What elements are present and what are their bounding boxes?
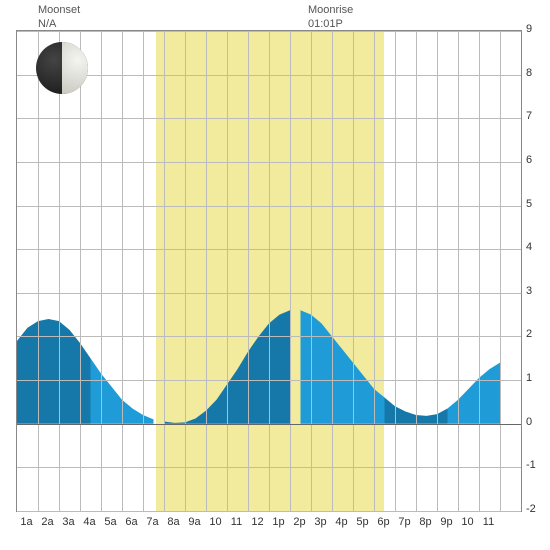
grid-h bbox=[17, 118, 521, 119]
grid-v bbox=[143, 31, 144, 511]
x-axis-label: 3a bbox=[62, 516, 74, 528]
moonset-label: Moonset bbox=[38, 3, 80, 17]
grid-h bbox=[17, 249, 521, 250]
grid-v bbox=[311, 31, 312, 511]
y-axis-label: 4 bbox=[526, 241, 532, 253]
y-axis-label: 2 bbox=[526, 328, 532, 340]
x-axis-label: 5p bbox=[356, 516, 368, 528]
moonrise-label: Moonrise bbox=[308, 3, 353, 17]
x-axis-label: 10 bbox=[209, 516, 221, 528]
x-axis-label: 12 bbox=[251, 516, 263, 528]
grid-v bbox=[332, 31, 333, 511]
grid-v bbox=[101, 31, 102, 511]
grid-v bbox=[479, 31, 480, 511]
grid-v bbox=[59, 31, 60, 511]
y-axis-label: 1 bbox=[526, 372, 532, 384]
chart-area bbox=[16, 30, 522, 512]
x-axis-label: 9p bbox=[440, 516, 452, 528]
x-axis-label: 7a bbox=[146, 516, 158, 528]
x-axis-label: 6p bbox=[377, 516, 389, 528]
x-axis-label: 4a bbox=[83, 516, 95, 528]
x-axis-label: 11 bbox=[483, 516, 494, 528]
grid-v bbox=[374, 31, 375, 511]
moonrise-block: Moonrise 01:01P bbox=[308, 3, 353, 32]
grid-h bbox=[17, 206, 521, 207]
grid-v bbox=[458, 31, 459, 511]
x-axis-label: 2a bbox=[41, 516, 53, 528]
x-axis-label: 4p bbox=[335, 516, 347, 528]
grid-v bbox=[290, 31, 291, 511]
x-axis-label: 1p bbox=[272, 516, 284, 528]
grid-h bbox=[17, 75, 521, 76]
x-axis-label: 9a bbox=[188, 516, 200, 528]
grid-h bbox=[17, 293, 521, 294]
grid-h bbox=[17, 511, 521, 512]
grid-v bbox=[353, 31, 354, 511]
x-axis-label: 8a bbox=[167, 516, 179, 528]
grid-v bbox=[38, 31, 39, 511]
grid-v bbox=[395, 31, 396, 511]
grid-v bbox=[269, 31, 270, 511]
y-axis-label: 8 bbox=[526, 67, 532, 79]
grid-v bbox=[164, 31, 165, 511]
grid-v bbox=[500, 31, 501, 511]
grid-v bbox=[248, 31, 249, 511]
y-axis-label: -1 bbox=[526, 459, 536, 471]
x-axis-label: 7p bbox=[398, 516, 410, 528]
grid-v bbox=[80, 31, 81, 511]
x-axis-label: 2p bbox=[293, 516, 305, 528]
grid-h bbox=[17, 467, 521, 468]
grid-h bbox=[17, 162, 521, 163]
grid-v bbox=[416, 31, 417, 511]
x-axis-label: 1a bbox=[20, 516, 32, 528]
x-axis-label: 10 bbox=[461, 516, 473, 528]
tide-segment bbox=[301, 310, 385, 423]
grid-h bbox=[17, 424, 521, 426]
grid-v bbox=[185, 31, 186, 511]
x-axis-label: 5a bbox=[104, 516, 116, 528]
moon-phase-icon bbox=[36, 42, 88, 94]
grid-h bbox=[17, 31, 521, 32]
tide-segment bbox=[448, 363, 501, 424]
tide-chart-container: Moonset N/A Moonrise 01:01P -2-101234567… bbox=[0, 0, 550, 550]
y-axis-label: 5 bbox=[526, 198, 532, 210]
y-axis-label: 6 bbox=[526, 154, 532, 166]
moonset-block: Moonset N/A bbox=[38, 3, 80, 32]
grid-v bbox=[122, 31, 123, 511]
grid-v bbox=[227, 31, 228, 511]
y-axis-label: 3 bbox=[526, 285, 532, 297]
x-axis-label: 11 bbox=[231, 516, 242, 528]
moon-light-half bbox=[62, 42, 88, 94]
x-axis-label: 3p bbox=[314, 516, 326, 528]
y-axis-label: 0 bbox=[526, 416, 532, 428]
y-axis-label: 7 bbox=[526, 110, 532, 122]
y-axis-label: -2 bbox=[526, 503, 536, 515]
grid-v bbox=[206, 31, 207, 511]
x-axis-label: 6a bbox=[125, 516, 137, 528]
grid-v bbox=[437, 31, 438, 511]
x-axis-label: 8p bbox=[419, 516, 431, 528]
grid-h bbox=[17, 380, 521, 381]
y-axis-label: 9 bbox=[526, 23, 532, 35]
grid-h bbox=[17, 336, 521, 337]
